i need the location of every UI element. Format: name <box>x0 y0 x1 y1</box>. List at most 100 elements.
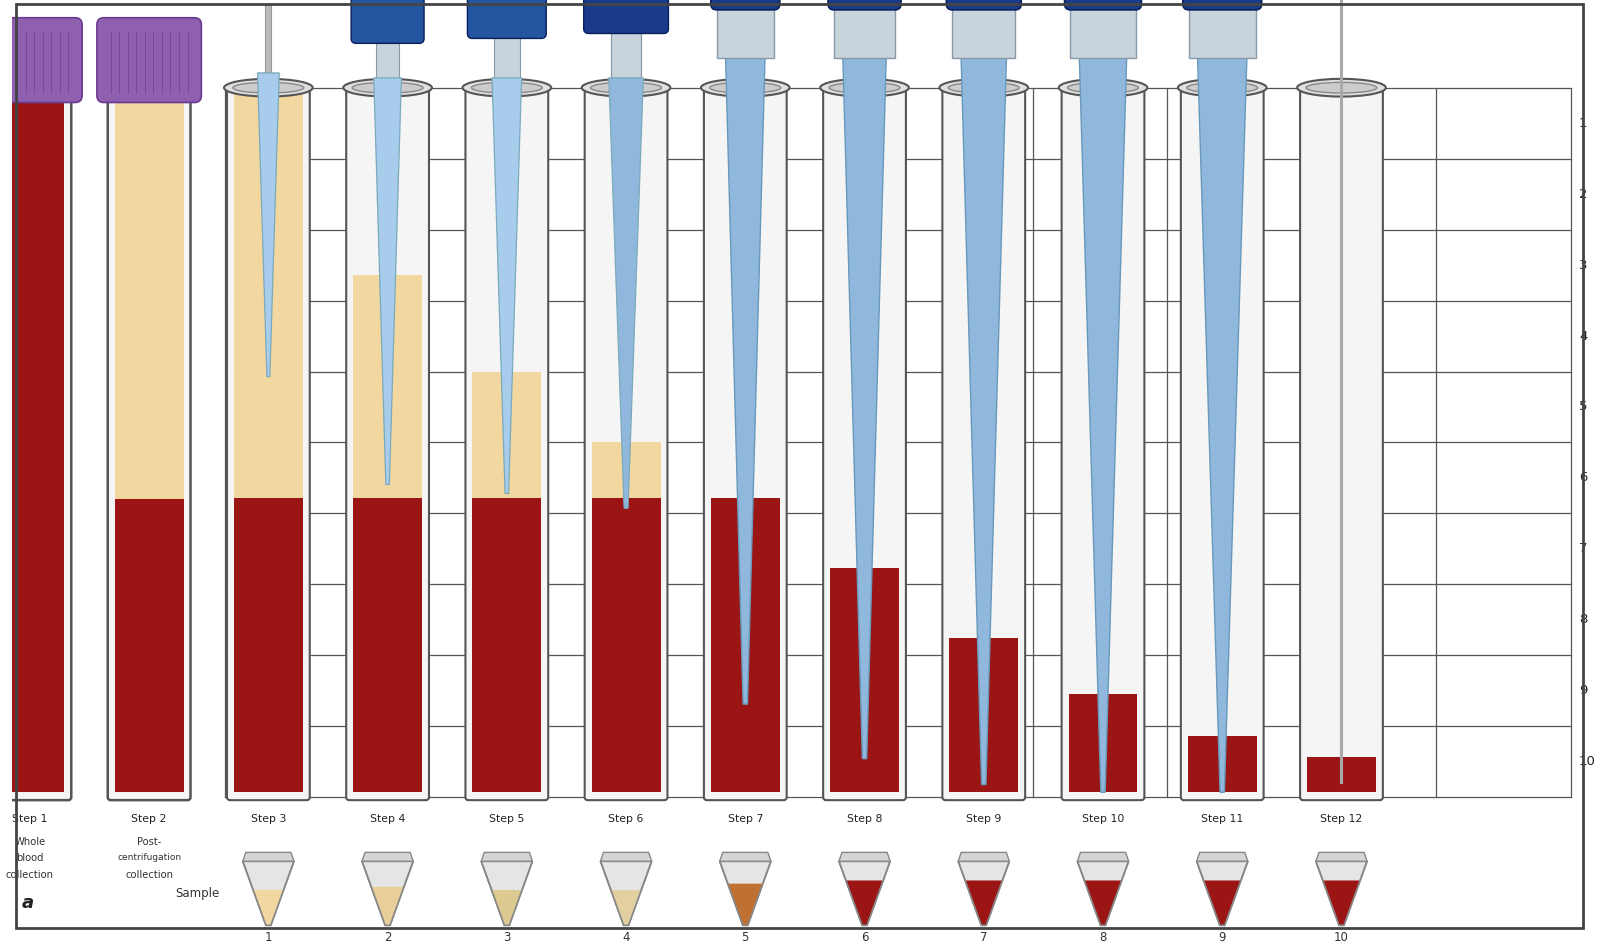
Ellipse shape <box>344 79 432 96</box>
Ellipse shape <box>1306 82 1378 93</box>
Bar <box>952 4 1016 59</box>
Text: 10: 10 <box>1334 931 1349 944</box>
Polygon shape <box>1197 861 1248 925</box>
Polygon shape <box>482 852 533 861</box>
Text: 9: 9 <box>1219 931 1226 944</box>
Bar <box>830 568 899 792</box>
FancyBboxPatch shape <box>946 0 1021 9</box>
Bar <box>1307 757 1376 792</box>
Bar <box>592 498 661 792</box>
Ellipse shape <box>462 79 550 96</box>
Polygon shape <box>720 861 771 925</box>
Polygon shape <box>362 861 413 925</box>
Ellipse shape <box>1178 79 1267 96</box>
Ellipse shape <box>234 82 304 93</box>
FancyBboxPatch shape <box>0 18 82 103</box>
Bar <box>266 4 272 73</box>
Text: Step 1: Step 1 <box>13 814 48 824</box>
Bar <box>1187 736 1256 792</box>
Text: Step 6: Step 6 <box>608 814 643 824</box>
Polygon shape <box>958 861 1010 925</box>
Bar <box>0 93 64 792</box>
Text: 1: 1 <box>264 931 272 944</box>
FancyBboxPatch shape <box>584 0 669 33</box>
FancyBboxPatch shape <box>466 85 549 801</box>
Polygon shape <box>846 881 883 925</box>
FancyBboxPatch shape <box>710 0 779 9</box>
Ellipse shape <box>582 79 670 96</box>
Text: 6: 6 <box>861 931 869 944</box>
FancyBboxPatch shape <box>346 85 429 801</box>
FancyBboxPatch shape <box>1064 0 1141 9</box>
FancyBboxPatch shape <box>227 85 310 801</box>
FancyBboxPatch shape <box>584 85 667 801</box>
Polygon shape <box>1085 881 1122 925</box>
Text: 9: 9 <box>1579 684 1587 698</box>
FancyBboxPatch shape <box>98 18 202 103</box>
Polygon shape <box>965 881 1003 925</box>
Polygon shape <box>720 852 771 861</box>
Text: 2: 2 <box>1579 188 1587 201</box>
Polygon shape <box>600 861 651 925</box>
Bar <box>115 93 184 499</box>
Text: Step 5: Step 5 <box>490 814 525 824</box>
Polygon shape <box>728 884 763 925</box>
Bar <box>611 28 642 77</box>
Text: 2: 2 <box>384 931 392 944</box>
FancyBboxPatch shape <box>350 0 424 43</box>
Polygon shape <box>843 59 886 759</box>
Ellipse shape <box>821 79 909 96</box>
FancyBboxPatch shape <box>1062 85 1144 801</box>
Polygon shape <box>253 890 283 925</box>
Bar <box>717 4 774 59</box>
Ellipse shape <box>352 82 422 93</box>
Bar <box>1189 4 1256 59</box>
Polygon shape <box>962 59 1006 784</box>
Bar <box>710 498 779 792</box>
Bar <box>1069 695 1138 792</box>
Ellipse shape <box>1298 79 1386 96</box>
Bar <box>376 39 400 77</box>
Polygon shape <box>371 886 403 925</box>
Bar <box>115 499 184 792</box>
Polygon shape <box>611 890 642 925</box>
Polygon shape <box>1080 59 1126 792</box>
Bar <box>472 498 541 792</box>
Polygon shape <box>493 77 522 494</box>
Polygon shape <box>838 852 890 861</box>
Text: 5: 5 <box>1579 400 1587 413</box>
FancyBboxPatch shape <box>1181 85 1264 801</box>
Text: Step 11: Step 11 <box>1202 814 1243 824</box>
Bar <box>354 275 422 498</box>
Text: 8: 8 <box>1579 614 1587 626</box>
Polygon shape <box>491 890 522 925</box>
Bar <box>234 498 302 792</box>
Text: Step 9: Step 9 <box>966 814 1002 824</box>
Text: 1: 1 <box>1579 117 1587 129</box>
FancyBboxPatch shape <box>942 85 1026 801</box>
FancyBboxPatch shape <box>704 85 787 801</box>
FancyBboxPatch shape <box>1182 0 1262 9</box>
Polygon shape <box>725 59 765 704</box>
Text: 3: 3 <box>1579 259 1587 272</box>
Text: 7: 7 <box>981 931 987 944</box>
Text: blood: blood <box>16 853 43 864</box>
FancyBboxPatch shape <box>1301 85 1382 801</box>
Bar <box>1070 4 1136 59</box>
Text: Whole: Whole <box>14 836 45 847</box>
Polygon shape <box>1197 852 1248 861</box>
Text: Step 8: Step 8 <box>846 814 882 824</box>
Polygon shape <box>838 861 890 925</box>
Polygon shape <box>1315 861 1366 925</box>
Text: 4: 4 <box>1579 329 1587 343</box>
Polygon shape <box>1323 881 1360 925</box>
Ellipse shape <box>1187 82 1258 93</box>
Ellipse shape <box>829 82 901 93</box>
Polygon shape <box>362 852 413 861</box>
FancyBboxPatch shape <box>107 85 190 801</box>
Polygon shape <box>258 73 278 377</box>
Bar <box>494 33 520 77</box>
Ellipse shape <box>1067 82 1139 93</box>
Text: Post-: Post- <box>138 836 162 847</box>
Ellipse shape <box>710 82 781 93</box>
